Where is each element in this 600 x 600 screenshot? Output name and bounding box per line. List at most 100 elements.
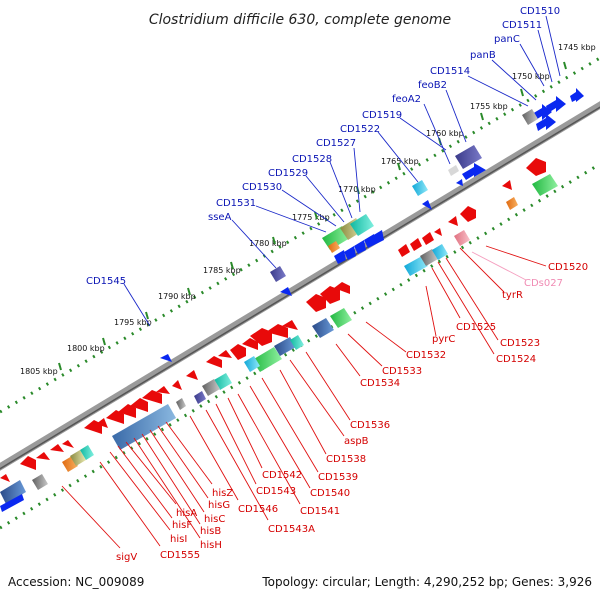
svg-text:CD1511: CD1511 (502, 20, 542, 31)
gene-arrow-reverse (230, 344, 246, 360)
label-CD1541: CD1541 (237, 393, 340, 517)
label-CD1545: CD1545 (86, 276, 151, 327)
gene-arrow-reverse (282, 320, 298, 330)
label-feoA2: feoA2 (392, 94, 451, 165)
gene-block-slate (112, 404, 176, 450)
tick-1800: 1800 kbp (67, 337, 106, 353)
label-CD1533: CD1533 (347, 333, 422, 377)
svg-text:CD1541: CD1541 (300, 506, 340, 517)
forward-gene-labels: CD1510 CD1511 panC panB CD1514 feoB2 feo… (86, 6, 561, 327)
label-hisC: hisC (149, 429, 225, 525)
svg-text:CD1545: CD1545 (86, 276, 126, 287)
label-CD1528: CD1528 (292, 154, 353, 219)
gene-arrow-forward (536, 114, 556, 131)
svg-text:CD1523: CD1523 (500, 338, 540, 349)
svg-text:aspB: aspB (344, 436, 369, 447)
label-CD1546: CD1546 (189, 415, 278, 515)
svg-text:CD1540: CD1540 (310, 488, 350, 499)
svg-text:CD1533: CD1533 (382, 366, 422, 377)
svg-text:CD1529: CD1529 (268, 168, 308, 179)
reverse-genes (0, 158, 558, 512)
svg-text:1780 kbp: 1780 kbp (249, 239, 287, 248)
svg-text:CD1531: CD1531 (216, 198, 256, 209)
gene-arrow-reverse (460, 206, 476, 222)
tick-1770: 1770 kbp (338, 185, 376, 195)
svg-text:CD1543: CD1543 (256, 486, 296, 497)
svg-text:sigV: sigV (116, 552, 137, 563)
svg-text:1785 kbp: 1785 kbp (203, 266, 241, 275)
svg-text:CD1539: CD1539 (318, 472, 358, 483)
tick-1755: 1755 kbp (470, 102, 508, 121)
svg-text:panC: panC (494, 34, 520, 45)
gene-block-olive (70, 450, 86, 466)
gene-arrow-forward (456, 179, 463, 186)
label-hisG: hisG (157, 425, 230, 511)
label-hisZ: hisZ (165, 421, 233, 499)
gene-block-teal (214, 373, 232, 390)
gene-block-slate (0, 480, 26, 504)
svg-text:1760 kbp: 1760 kbp (426, 129, 464, 138)
gene-arrow-reverse (410, 238, 422, 251)
gene-block-gray (176, 398, 186, 410)
gene-arrow-reverse (20, 456, 36, 470)
svg-text:CD1525: CD1525 (456, 322, 496, 333)
label-CD1540: CD1540 (249, 385, 350, 499)
svg-text:hisG: hisG (208, 500, 230, 511)
svg-text:hisB: hisB (200, 526, 221, 537)
gene-arrow-forward (280, 287, 292, 296)
tick-1780: 1780 kbp (249, 236, 287, 248)
gene-block-gray (522, 109, 538, 125)
label-CD1527: CD1527 (316, 138, 361, 213)
svg-text:hisZ: hisZ (212, 488, 233, 499)
gene-block-cyan (412, 180, 428, 196)
gene-block-cyan (432, 244, 448, 260)
gene-block-gray (202, 379, 220, 396)
gene-arrow-reverse (142, 390, 162, 404)
gene-arrow-forward (344, 246, 356, 260)
map-title: Clostridium difficile 630, complete geno… (149, 12, 451, 28)
label-CD1555: CD1555 (99, 461, 200, 561)
svg-text:CD1514: CD1514 (430, 66, 470, 77)
label-pyrC: pyrC (425, 285, 455, 345)
label-feoB2: feoB2 (418, 80, 467, 143)
svg-text:hisI: hisI (170, 534, 187, 545)
gene-arrow-reverse (398, 244, 410, 257)
label-CD1538: CD1538 (279, 369, 366, 465)
gene-block-teal (290, 335, 304, 350)
svg-text:CD1520: CD1520 (548, 262, 588, 273)
tick-1790: 1790 kbp (158, 287, 196, 301)
gene-arrow-reverse (118, 404, 136, 418)
gene-arrow-reverse (306, 294, 326, 312)
gene-arrow-forward (0, 494, 24, 512)
label-aspB: aspB (289, 359, 369, 447)
svg-text:hisF: hisF (172, 520, 192, 531)
svg-text:panB: panB (470, 50, 496, 61)
gene-arrow-reverse (448, 216, 458, 226)
svg-text:pyrC: pyrC (432, 334, 455, 345)
svg-text:CD1510: CD1510 (520, 6, 560, 17)
gene-arrow-forward (462, 163, 486, 180)
gene-block-purple (455, 145, 482, 169)
label-hisB: hisB (141, 433, 221, 537)
svg-text:1765 kbp: 1765 kbp (381, 157, 419, 166)
label-CD1531: CD1531 (216, 198, 327, 233)
gene-arrow-reverse (422, 232, 434, 245)
svg-text:CD1543A: CD1543A (268, 524, 315, 535)
genome-backbone (0, 101, 600, 471)
label-CD1519: CD1519 (362, 110, 447, 151)
gene-block-green (532, 174, 558, 196)
tick-1775: 1775 kbp (292, 211, 330, 222)
gene-block-teal (350, 214, 374, 236)
svg-text:CD1532: CD1532 (406, 350, 446, 361)
label-CD1522: CD1522 (340, 124, 419, 183)
gene-arrow-forward (354, 240, 366, 254)
gene-arrow-reverse (0, 474, 10, 482)
label-CD1534: CD1534 (335, 343, 400, 389)
gene-block-green (330, 308, 352, 328)
gene-arrow-forward (422, 200, 432, 210)
gene-block-orange (506, 197, 518, 210)
svg-text:CD1527: CD1527 (316, 138, 356, 149)
gene-block-gray (32, 474, 48, 490)
svg-text:sseA: sseA (208, 212, 232, 223)
label-CD1530: CD1530 (242, 182, 337, 227)
